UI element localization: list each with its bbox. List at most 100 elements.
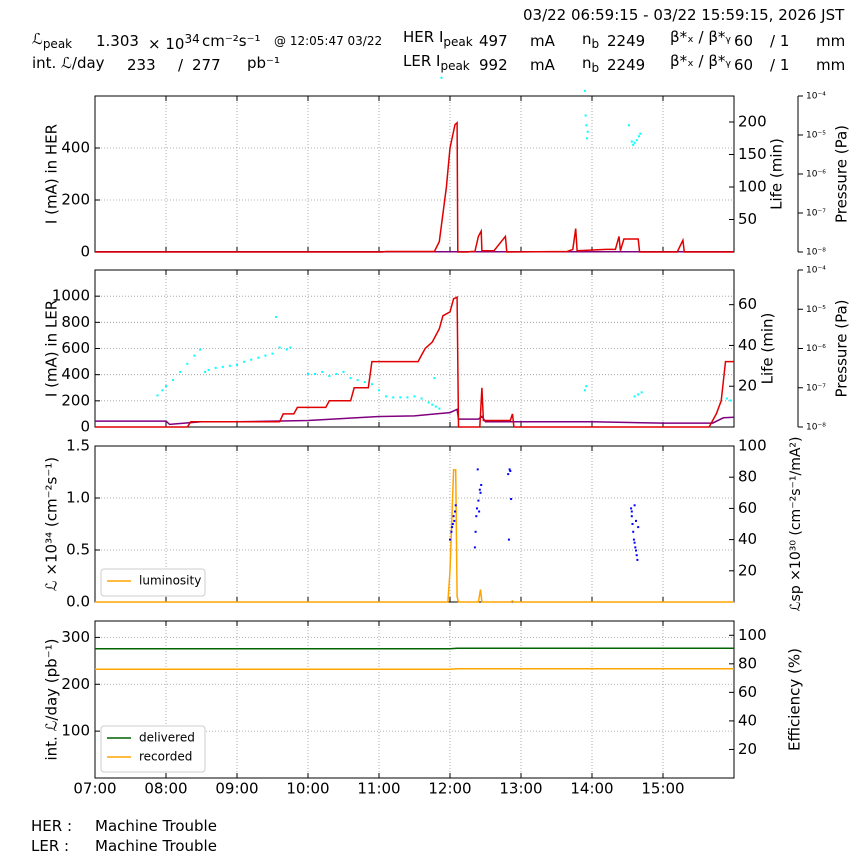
lum-y2tick-label-3: 80 [738, 468, 757, 486]
lum-specific-point-24 [630, 515, 633, 518]
ler-y2label: Life (min) [759, 313, 777, 385]
int-y2tick-label-0: 20 [738, 740, 757, 758]
her-y2tick-label-0: 50 [738, 210, 757, 228]
intl-recorded: 233 [127, 56, 156, 74]
her-life-point-11 [637, 135, 640, 138]
ler-ylabel: I (mA) in LER [43, 300, 61, 397]
lpeak-exp: × 1034 [148, 32, 200, 53]
lum-legend-label-0: luminosity [139, 574, 201, 588]
lum-y2tick-label-4: 100 [738, 437, 767, 455]
lum-specific-point-17 [474, 530, 477, 533]
ler-ipeak-label: LER Ipeak [403, 52, 470, 73]
lum-specific-point-36 [635, 519, 637, 522]
ler-life-point-37 [406, 396, 409, 399]
lpeak-exp-base: × 10 [148, 35, 185, 53]
her-y3tick-label-4: 10⁻⁴ [806, 92, 826, 102]
lpeak-label: ℒpeak [32, 30, 72, 51]
ler-life-point-19 [275, 315, 278, 318]
time-range: 03/22 06:59:15 - 03/22 15:59:15, 2026 JS… [523, 6, 845, 24]
ler-y3tick-label-1: 10⁻⁷ [806, 383, 826, 393]
ler-beta-label: β*ₓ / β*ᵧ [670, 52, 731, 70]
her-ipeak-text: HER I [403, 28, 444, 46]
ler-life-point-31 [363, 381, 366, 384]
lum-specific-point-33 [637, 526, 640, 529]
ler-life-point-1 [161, 389, 164, 392]
lum-y2tick-label-1: 40 [738, 530, 757, 548]
lum-specific-point-22 [507, 538, 510, 541]
ler-ipeak-text: LER I [403, 52, 441, 70]
int-y2tick-label-1: 40 [738, 711, 757, 729]
intl-sep: / [178, 56, 184, 74]
her-frame [94, 95, 735, 253]
her-beta-label: β*ₓ / β*ᵧ [670, 28, 731, 46]
ler-y3tick-label-2: 10⁻⁶ [806, 344, 826, 354]
ler-life-point-48 [637, 393, 640, 396]
lum-specific-point-8 [473, 546, 476, 549]
lum-specific-point-6 [454, 504, 457, 507]
ler-life-point-26 [328, 375, 331, 377]
her-y3label: Pressure (Pa) [833, 125, 851, 223]
ler-life-point-14 [243, 360, 246, 363]
ler-life-point-38 [413, 395, 416, 398]
lum-specific-point-27 [632, 538, 635, 541]
her-life-point-1 [583, 89, 586, 92]
ler-nb-sub: b [591, 61, 600, 75]
her-beta-x: 60 [734, 32, 754, 50]
her-ytick-label-2: 400 [61, 139, 90, 157]
lpeak-symbol: ℒ [32, 30, 43, 48]
lpeak-exp-pow: 34 [184, 32, 200, 46]
ler-beta-y: / 1 [770, 56, 790, 74]
lum-specific-point-20 [510, 498, 513, 500]
lum-ytick-label-1: 0.5 [66, 541, 90, 559]
ler-current-line [95, 296, 734, 428]
lum-specific-point-28 [633, 541, 636, 544]
ler-life-point-36 [399, 396, 402, 399]
lum-specific-point-18 [507, 473, 510, 476]
her-ipeak-label: HER Ipeak [403, 28, 473, 49]
int-xtick-label-3: 10:00 [286, 780, 329, 798]
lum-ytick-label-3: 1.5 [66, 437, 90, 455]
lpeak-value: 1.303 [96, 32, 139, 50]
lum-specific-point-2 [451, 523, 454, 525]
lum-specific-point-0 [449, 538, 451, 541]
int-xtick-label-5: 12:00 [428, 780, 471, 798]
ler-life-point-6 [193, 354, 196, 357]
int-legend-label-0: delivered [139, 731, 195, 745]
her-ylabel: I (mA) in HER [43, 124, 61, 224]
her-nb-sub: b [591, 37, 600, 51]
int-xtick-label-8: 15:00 [641, 780, 684, 798]
ler-y3tick-label-0: 10⁻⁸ [806, 423, 826, 433]
ler-ytick-label-4: 800 [61, 313, 90, 331]
ler-frame [94, 269, 735, 428]
ler-life-point-27 [335, 373, 338, 375]
int-xtick-label-0: 07:00 [73, 780, 116, 798]
her-life-point-9 [633, 141, 636, 144]
ler-life-point-24 [314, 373, 317, 375]
int-legend-label-1: recorded [139, 750, 192, 764]
her-beta-unit: mm [816, 32, 846, 50]
footer-her-label: HER : [31, 817, 73, 835]
int-xtick-label-2: 09:00 [215, 780, 258, 798]
int-ytick-label-1: 200 [61, 675, 90, 693]
lum-specific-point-12 [478, 488, 481, 491]
ler-life-point-11 [221, 365, 224, 368]
ler-life-point-5 [186, 362, 189, 365]
ler-y2tick-label-1: 40 [738, 336, 757, 354]
ler-y2tick-label-0: 20 [738, 377, 757, 395]
ler-life-point-2 [165, 385, 167, 388]
her-y2tick-label-1: 100 [738, 178, 767, 196]
lum-specific-point-16 [480, 484, 483, 486]
ler-life-point-47 [633, 395, 636, 398]
lum-specific-point-35 [633, 504, 636, 507]
her-life-point-0 [440, 76, 443, 79]
ler-nb-text: n [582, 54, 592, 72]
lum-specific-point-31 [635, 554, 638, 557]
her-life-point-2 [585, 124, 588, 127]
ler-life-point-34 [385, 395, 388, 398]
her-ipeak-unit: mA [530, 32, 555, 50]
lum-specific-point-11 [477, 499, 480, 502]
ler-life-point-39 [420, 397, 423, 400]
ler-ytick-label-2: 400 [61, 365, 90, 383]
her-nb-value: 2249 [607, 32, 646, 50]
ler-life-point-40 [427, 401, 430, 404]
